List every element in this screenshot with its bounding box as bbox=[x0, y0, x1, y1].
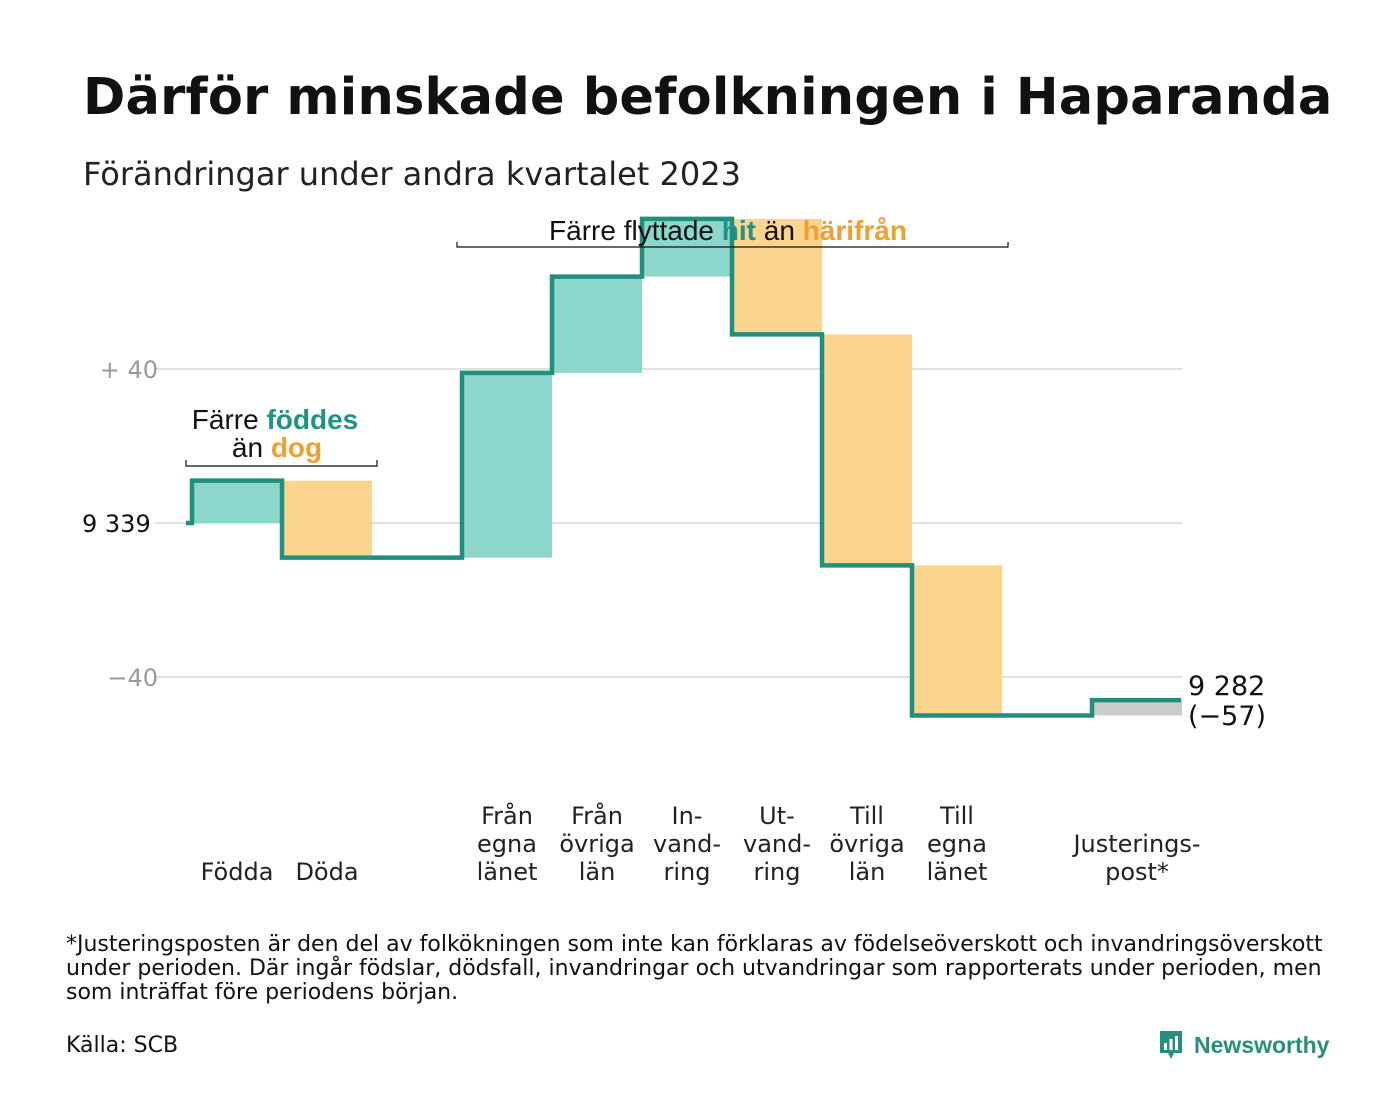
annotation-moves: Färre flyttade hit än härifrån bbox=[549, 215, 907, 246]
y-tick-label: + 40 bbox=[100, 356, 158, 384]
annotation-bracket-moves bbox=[456, 242, 1009, 248]
category-label: Till bbox=[939, 802, 974, 830]
end-value-label: 9 282 bbox=[1188, 671, 1265, 702]
bar-out bbox=[822, 334, 912, 566]
bar-in bbox=[642, 218, 732, 277]
start-value-label: 9 339 bbox=[82, 510, 151, 538]
annotation-segment: än bbox=[756, 215, 803, 246]
annotation-births-line1: Färre föddes bbox=[192, 404, 358, 435]
category-label: ring bbox=[754, 858, 801, 886]
category-label: ring bbox=[664, 858, 711, 886]
annotation-segment: än bbox=[232, 432, 271, 463]
annotation-segment: dog bbox=[271, 432, 322, 463]
category-label: länet bbox=[927, 858, 988, 886]
bar-adjust bbox=[1092, 700, 1182, 716]
category-label: Födda bbox=[201, 858, 274, 886]
bar-out bbox=[282, 480, 372, 558]
category-label: Döda bbox=[295, 858, 358, 886]
bar-chart-speech-bubble-icon bbox=[1160, 1031, 1182, 1059]
bar-out bbox=[912, 565, 1002, 716]
category-label: Justerings- bbox=[1071, 830, 1200, 858]
step-line bbox=[186, 216, 1181, 718]
annotation-segment: föddes bbox=[266, 404, 358, 435]
chart-subtitle: Förändringar under andra kvartalet 2023 bbox=[83, 155, 741, 193]
annotation-births-line2: än dog bbox=[232, 432, 322, 463]
category-label: egna bbox=[927, 830, 987, 858]
category-label: In- bbox=[672, 802, 703, 830]
category-label: Från bbox=[481, 801, 533, 830]
category-label: post* bbox=[1105, 858, 1169, 886]
annotation-segment: hit bbox=[722, 215, 756, 246]
category-label: vand- bbox=[743, 830, 811, 858]
brand-name: Newsworthy bbox=[1194, 1031, 1330, 1058]
category-label: län bbox=[849, 858, 886, 886]
source-label: Källa: SCB bbox=[66, 1033, 179, 1058]
category-label: egna bbox=[477, 830, 537, 858]
category-label: län bbox=[579, 858, 616, 886]
bar-in bbox=[462, 372, 552, 558]
bar-layer bbox=[192, 218, 1182, 716]
waterfall-chart: + 409 339−40 Födda DödaFrånegnalänetFrånö… bbox=[82, 215, 1266, 886]
line-layer bbox=[186, 216, 1181, 718]
annotation-segment: härifrån bbox=[803, 215, 907, 246]
brand-logo[interactable]: Newsworthy bbox=[1158, 1027, 1329, 1063]
annotation-segment: Färre flyttade bbox=[549, 215, 722, 246]
category-label: övriga bbox=[559, 830, 634, 858]
annotation-bracket-births bbox=[185, 460, 378, 467]
footnote: *Justeringsposten är den del av folkökni… bbox=[66, 932, 1323, 1005]
category-label: Ut- bbox=[759, 802, 795, 830]
category-label: länet bbox=[477, 858, 538, 886]
annotation-segment: Färre bbox=[192, 404, 267, 435]
bar-in bbox=[552, 276, 642, 373]
category-label: Från bbox=[571, 801, 623, 830]
y-tick-label: −40 bbox=[107, 664, 158, 692]
category-label: Till bbox=[849, 802, 884, 830]
category-label: övriga bbox=[829, 830, 904, 858]
bar-out bbox=[732, 218, 822, 335]
category-label: vand- bbox=[653, 830, 721, 858]
chart-title: Därför minskade befolkningen i Haparanda bbox=[83, 68, 1333, 127]
bar-in bbox=[192, 480, 282, 523]
end-change-label: (−57) bbox=[1188, 701, 1266, 732]
label-layer: Födda DödaFrånegnalänetFrånövrigalänIn-va… bbox=[201, 671, 1266, 886]
